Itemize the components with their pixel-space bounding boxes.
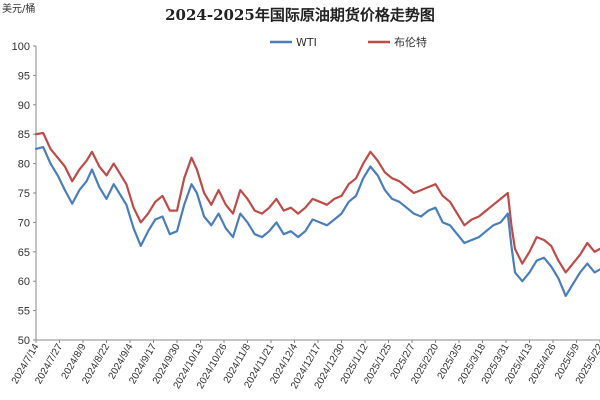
y-tick-label: 80 [18, 159, 30, 171]
series-line-wti [34, 146, 600, 297]
y-tick-label: 100 [12, 41, 30, 53]
y-tick-label: 85 [18, 129, 30, 141]
y-tick-label: 60 [18, 276, 30, 288]
chart-series [34, 131, 600, 297]
series-line-brent [34, 131, 600, 274]
y-tick-label: 95 [18, 70, 30, 82]
y-tick-label: 50 [18, 335, 30, 347]
chart-legend: WTI 布伦特 [270, 35, 427, 49]
legend-label-brent: 布伦特 [394, 35, 427, 49]
y-axis-unit: 美元/桶 [2, 2, 35, 15]
chart-title: 2024-2025年国际原油期货价格走势图 [165, 6, 435, 24]
x-axis-ticks: 2024/7/142024/7/272024/8/92024/8/222024/… [10, 340, 600, 391]
y-tick-label: 75 [18, 188, 30, 200]
y-axis-ticks: 50 55 60 65 70 75 80 85 90 95 100 [12, 41, 36, 347]
y-tick-label: 55 [18, 306, 30, 318]
y-tick-label: 90 [18, 100, 30, 112]
y-tick-label: 65 [18, 247, 30, 259]
y-tick-label: 70 [18, 217, 30, 229]
legend-label-wti: WTI [296, 36, 317, 49]
chart-axes [35, 46, 600, 341]
